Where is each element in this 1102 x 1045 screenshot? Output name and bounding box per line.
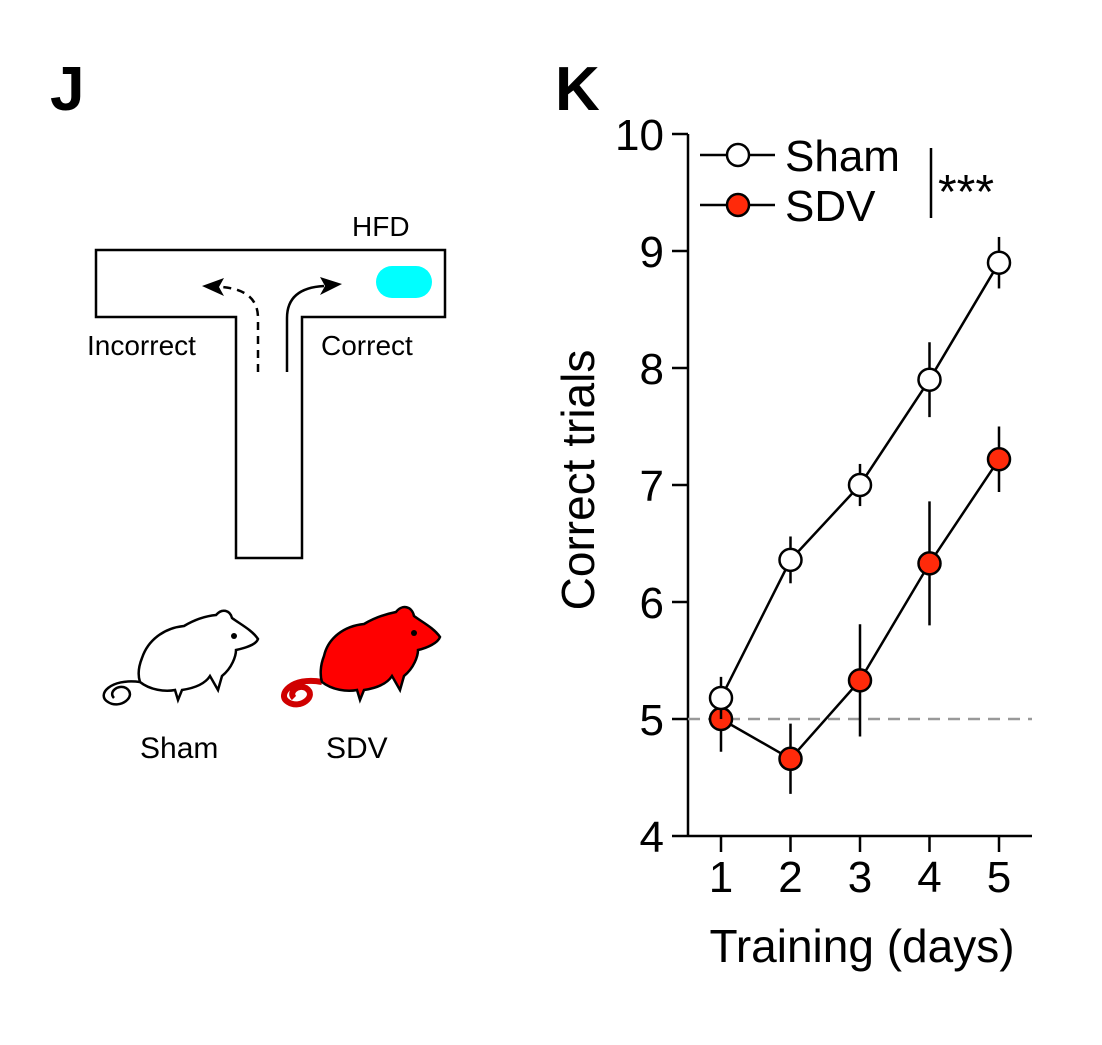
x-axis-title: Training (days) — [709, 920, 1014, 972]
sham-group-label: Sham — [140, 732, 218, 765]
data-point-sdv — [986, 447, 1012, 472]
data-point-sdv — [778, 746, 803, 772]
data-point-sham — [778, 547, 803, 573]
y-axis-title: Correct trials — [552, 350, 604, 611]
data-point-sdv — [847, 668, 873, 693]
hfd-food-pellet — [376, 266, 432, 298]
legend: Sham SDV *** — [700, 132, 994, 231]
significance-stars: *** — [938, 166, 994, 219]
y-tick-label: 9 — [640, 228, 664, 277]
panel-letter-k: K — [555, 55, 600, 124]
y-tick-label: 6 — [640, 579, 664, 628]
y-tick-label: 5 — [640, 696, 664, 745]
legend-item-sham: Sham — [700, 132, 900, 181]
panel-j: J HFD Incorrect Correct Sham SDV — [50, 55, 447, 765]
data-point-sham — [986, 250, 1012, 275]
x-tick-label: 2 — [778, 853, 802, 902]
y-tick-label: 4 — [640, 813, 664, 862]
sdv-mouse-icon — [281, 605, 442, 708]
x-tick-label: 4 — [917, 853, 941, 902]
y-axis-ticks: 4 5 6 7 8 9 10 — [615, 111, 688, 862]
hfd-label: HFD — [352, 211, 410, 242]
legend-item-sdv: SDV — [700, 182, 876, 231]
y-tick-label: 8 — [640, 345, 664, 394]
legend-label-sham: Sham — [785, 132, 900, 181]
x-tick-label: 1 — [709, 853, 733, 902]
incorrect-path-arrow — [202, 278, 260, 372]
legend-marker-sham — [725, 142, 751, 168]
correct-path-arrow — [285, 277, 342, 372]
sham-mouse-icon — [102, 609, 260, 706]
series-layer — [708, 236, 1012, 794]
data-point-sdv — [917, 551, 942, 576]
x-tick-label: 5 — [987, 853, 1011, 902]
t-maze-outline — [94, 248, 447, 560]
incorrect-arm-label: Incorrect — [87, 330, 196, 361]
series-sham — [708, 236, 1012, 719]
legend-marker-sdv — [725, 192, 751, 218]
y-tick-label: 10 — [615, 111, 664, 160]
data-point-sham — [847, 472, 873, 498]
data-point-sham — [917, 367, 942, 392]
y-tick-label: 7 — [640, 462, 664, 511]
x-tick-label: 3 — [848, 853, 872, 902]
series-sdv — [708, 426, 1012, 794]
data-point-sham — [708, 685, 734, 711]
sdv-group-label: SDV — [326, 732, 388, 765]
correct-arm-label: Correct — [321, 330, 413, 361]
legend-label-sdv: SDV — [785, 182, 876, 231]
panel-letter-j: J — [50, 55, 84, 124]
